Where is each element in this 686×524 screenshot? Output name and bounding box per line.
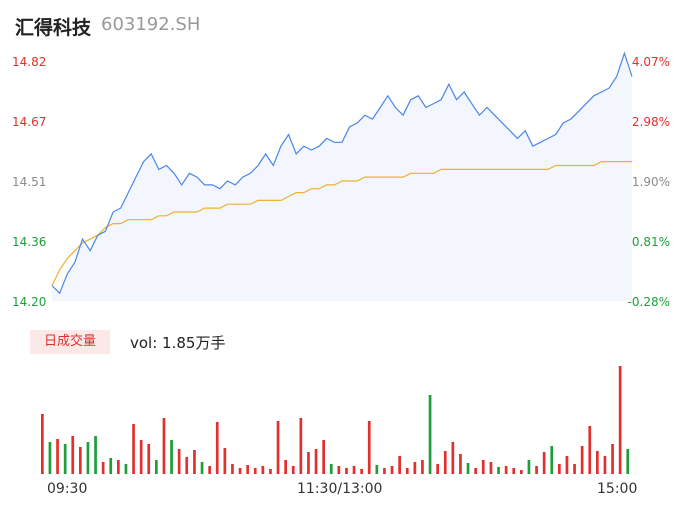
volume-bar [314, 449, 318, 474]
volume-bar [215, 422, 219, 474]
volume-bar [443, 451, 447, 474]
volume-bar [618, 366, 622, 474]
volume-bar [596, 451, 599, 474]
volume-bar [307, 452, 310, 474]
volume-bar [63, 444, 67, 474]
volume-bar [626, 449, 630, 474]
volume-bar [405, 468, 409, 474]
price-axis-label: 14.20 [12, 295, 47, 309]
price-line [51, 51, 633, 295]
volume-bar [86, 442, 90, 474]
pct-axis-label: 4.07% [631, 55, 670, 69]
price-axis-label: 14.82 [12, 55, 47, 69]
volume-bar [337, 466, 341, 474]
volume-bar [246, 465, 249, 474]
volume-bar [390, 466, 394, 474]
volume-bar [345, 468, 348, 474]
volume-bar [48, 442, 52, 474]
stock-code: 603192.SH [101, 14, 201, 35]
volume-bar [489, 462, 493, 474]
volume-bar [512, 468, 516, 474]
volume-bar [573, 464, 576, 474]
volume-bar [117, 460, 120, 474]
volume-bar [352, 466, 356, 474]
volume-bar [421, 460, 424, 474]
volume-bar [139, 440, 143, 474]
price-area [52, 53, 632, 301]
pct-axis-label: 2.98% [631, 115, 670, 129]
volume-bar [162, 418, 166, 474]
volume-bar [451, 442, 455, 474]
volume-bar [436, 464, 439, 474]
volume-bar [284, 460, 287, 474]
price-axis-label: 14.36 [12, 235, 47, 249]
volume-bar [208, 466, 211, 474]
volume-bar [291, 466, 295, 474]
volume-bar [109, 458, 113, 474]
volume-bar [520, 470, 523, 474]
volume-bar [155, 460, 158, 474]
volume-bar [398, 456, 401, 474]
volume-bar [497, 467, 500, 474]
volume-bar [375, 465, 379, 474]
volume-bar [360, 469, 363, 474]
volume-bar [413, 462, 417, 474]
volume-bar [428, 395, 432, 474]
volume-bar [269, 469, 272, 474]
volume-bar [474, 468, 477, 474]
volume-bar [504, 466, 508, 474]
volume-bar [124, 464, 128, 474]
volume-bar [223, 448, 227, 474]
volume-bar [132, 424, 135, 474]
volume-bar [238, 468, 242, 474]
volume-bar [558, 464, 561, 474]
volume-bar [481, 460, 485, 474]
volume-bar [231, 464, 234, 474]
volume-bar [322, 440, 325, 474]
volume-bar [580, 446, 584, 474]
volume-bar [101, 462, 105, 474]
volume-bar [565, 456, 569, 474]
volume-bar [329, 464, 333, 474]
pct-axis-label: 1.90% [631, 175, 670, 189]
volume-bar [41, 414, 44, 474]
volume-bar [603, 456, 607, 474]
volume-bar [177, 449, 181, 474]
volume-bar [535, 466, 538, 474]
volume-bar [261, 466, 265, 474]
volume-bar [200, 462, 204, 474]
volume-summary: vol: 1.85万手 [130, 334, 226, 352]
volume-bar [367, 421, 371, 474]
time-axis-label: 09:30 [47, 481, 88, 497]
pct-axis-label: -0.28% [627, 295, 670, 309]
volume-bar [79, 447, 82, 474]
volume-tag[interactable]: 日成交量 [30, 330, 110, 354]
volume-bar [527, 460, 531, 474]
volume-bar [94, 436, 97, 474]
volume-bar [193, 450, 196, 474]
volume-bar [253, 468, 257, 474]
stock-name: 汇得科技 [15, 17, 92, 39]
price-axis-label: 14.51 [12, 175, 47, 189]
volume-bar [542, 452, 546, 474]
average-price-line [51, 161, 632, 286]
volume-bar [170, 440, 173, 474]
price-axis-label: 14.67 [12, 115, 47, 129]
time-axis-label: 11:30/13:00 [297, 481, 383, 497]
volume-bar [611, 444, 614, 474]
volume-bar [185, 457, 189, 474]
volume-bar [71, 436, 75, 474]
volume-bar [147, 444, 151, 474]
volume-bar [588, 426, 592, 474]
volume-bar [276, 421, 280, 474]
pct-axis-label: 0.81% [631, 235, 670, 249]
volume-bar [550, 446, 554, 474]
volume-bar [56, 439, 59, 474]
time-axis-label: 15:00 [597, 481, 638, 497]
volume-bar [459, 454, 462, 474]
volume-bar [466, 463, 470, 474]
volume-bar [383, 468, 386, 474]
volume-bar [299, 418, 303, 474]
